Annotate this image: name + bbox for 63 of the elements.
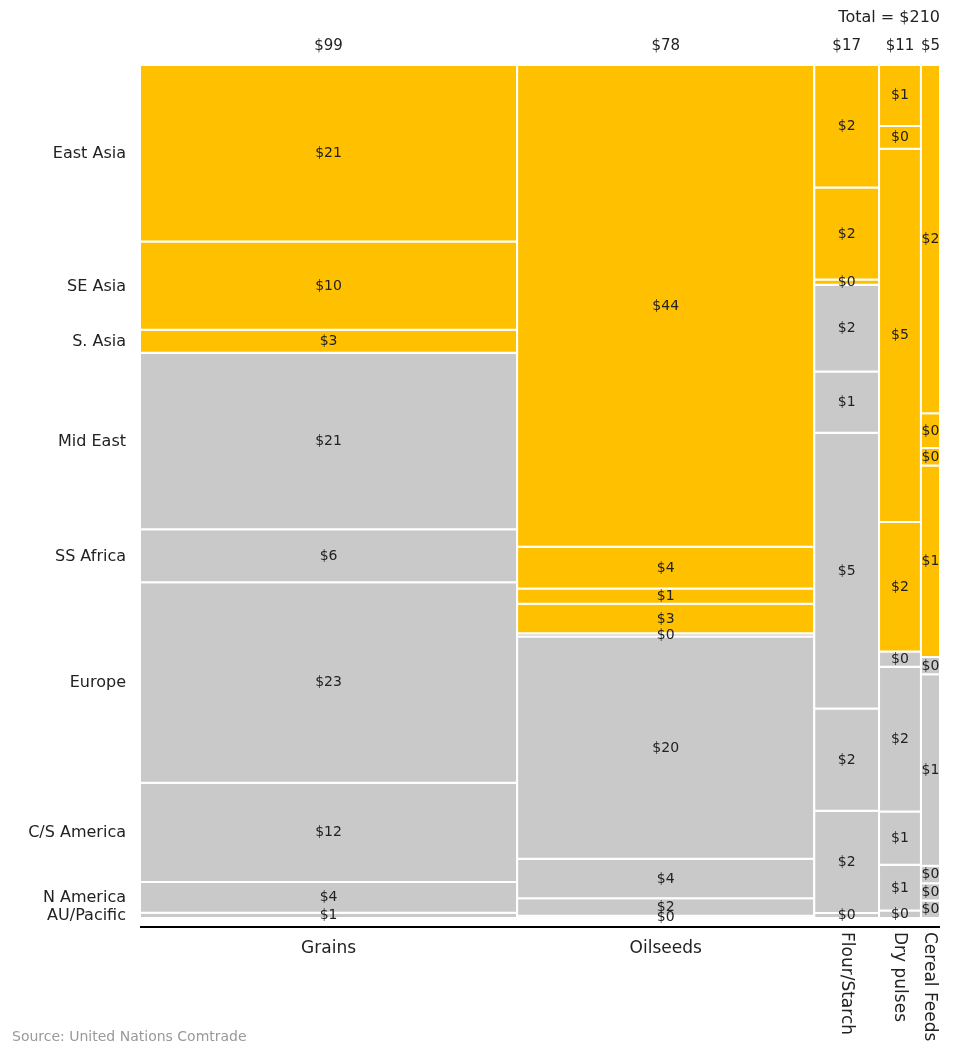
data-label: $0 <box>921 900 940 917</box>
data-label: $1 <box>891 829 909 846</box>
data-label: $44 <box>652 296 680 313</box>
data-label: $2 <box>837 117 856 134</box>
data-label: $0 <box>891 128 909 145</box>
category-label: Cereal Feeds <box>921 932 942 1042</box>
series-label: S. Asia <box>72 331 126 351</box>
data-label: $0 <box>921 656 940 673</box>
data-label: $3 <box>656 609 675 626</box>
data-label: $0 <box>921 882 940 899</box>
series-label: SS Africa <box>54 545 126 565</box>
data-label: $23 <box>315 673 342 690</box>
data-label: $17 <box>832 36 861 54</box>
data-label: $1 <box>656 587 675 604</box>
data-label: $78 <box>651 36 681 54</box>
data-label: $1 <box>319 906 338 923</box>
data-label: $4 <box>656 558 675 575</box>
data-label: $1 <box>891 86 909 103</box>
series-label: SE Asia <box>67 275 126 295</box>
data-label: $5 <box>891 326 909 343</box>
data-label: $3 <box>319 332 338 349</box>
data-label: $2 <box>837 319 856 336</box>
data-label: $2 <box>837 750 856 767</box>
data-label: $10 <box>315 276 342 293</box>
data-label: $1 <box>921 552 940 569</box>
data-label: $20 <box>652 738 680 755</box>
series-label: East Asia <box>52 143 126 163</box>
data-label: $12 <box>315 823 342 840</box>
series-label: Europe <box>69 672 126 692</box>
data-label: $1 <box>891 878 909 895</box>
data-label: $5 <box>920 36 941 54</box>
text: Total = $210 <box>837 7 940 26</box>
data-label: $1 <box>837 393 856 410</box>
data-label: $0 <box>891 650 909 667</box>
data-label: $21 <box>315 144 342 161</box>
data-label: $0 <box>837 273 856 290</box>
data-label: $11 <box>885 36 915 54</box>
category-label: Flour/Starch <box>837 932 858 1036</box>
data-label: $2 <box>837 852 856 869</box>
data-label: $99 <box>314 36 343 54</box>
data-label: $0 <box>837 906 856 923</box>
series-label: AU/Pacific <box>47 905 126 925</box>
series-label: Mid East <box>57 430 126 450</box>
data-label: $21 <box>315 431 342 448</box>
category-label: Dry pulses <box>891 932 911 1023</box>
data-label: $5 <box>837 561 856 578</box>
data-label: $0 <box>921 865 940 882</box>
data-label: $2 <box>891 577 909 594</box>
category-label: Oilseeds <box>629 937 702 957</box>
data-label: $2 <box>921 230 940 247</box>
series-label: N America <box>42 887 126 907</box>
data-label: $2 <box>891 730 909 747</box>
data-label: $1 <box>921 761 940 778</box>
category-label: Grains <box>301 937 357 957</box>
data-label: $0 <box>921 421 940 438</box>
series-label: C/S America <box>28 822 126 842</box>
data-label: $0 <box>921 447 940 464</box>
data-label: $4 <box>656 869 675 886</box>
data-label: $4 <box>319 888 338 905</box>
source-note: Source: United Nations Comtrade <box>12 1028 247 1044</box>
data-label: $6 <box>319 546 338 563</box>
data-label: $0 <box>891 905 909 922</box>
data-label: $2 <box>837 224 856 241</box>
